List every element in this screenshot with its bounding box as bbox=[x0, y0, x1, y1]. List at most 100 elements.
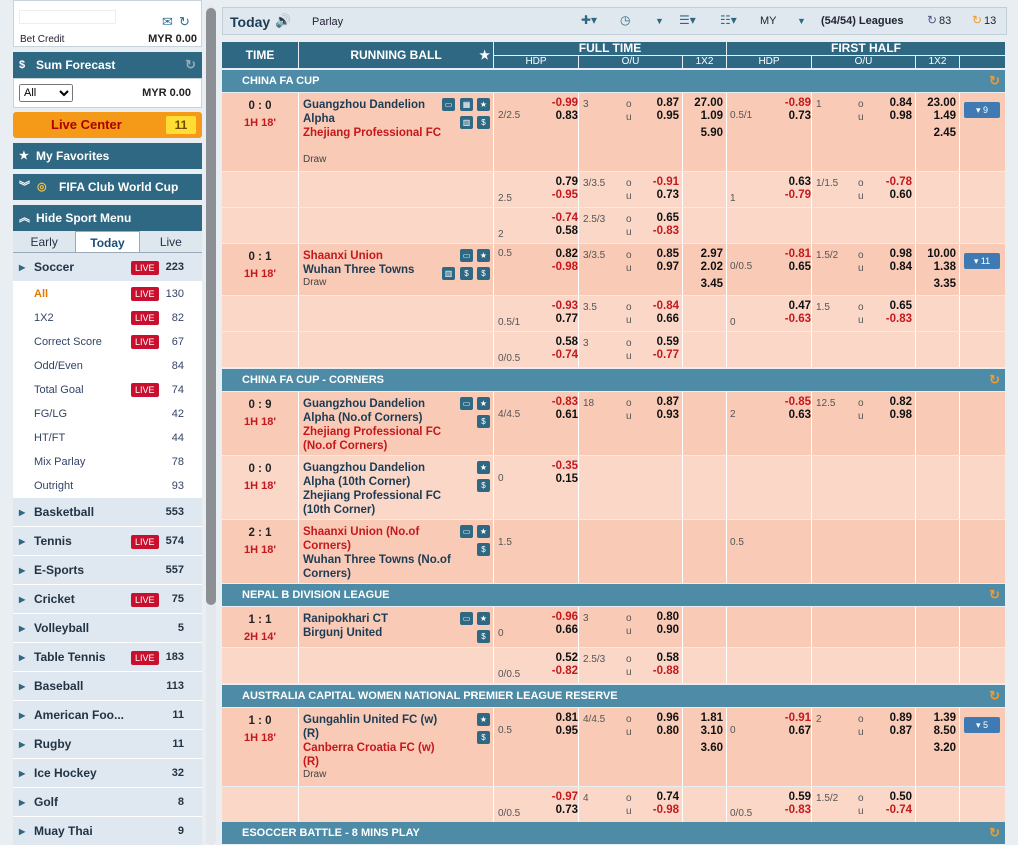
soccer-subitem[interactable]: Mix Parlay 78 bbox=[13, 450, 202, 474]
odds-value[interactable]: 0.90 bbox=[656, 624, 679, 636]
odds-value[interactable]: 0.58 bbox=[656, 652, 679, 664]
refresh-icon[interactable]: ↻ bbox=[989, 372, 1000, 387]
odds-value[interactable]: -0.84 bbox=[652, 300, 679, 312]
tab-today[interactable]: Today bbox=[75, 231, 140, 252]
sport-item[interactable]: ▶ Tennis LIVE 574 bbox=[13, 527, 202, 556]
league-header[interactable]: CHINA FA CUP - CORNERS ↻ bbox=[222, 369, 1005, 391]
league-header[interactable]: AUSTRALIA CAPITAL WOMEN NATIONAL PREMIER… bbox=[222, 685, 1005, 707]
live-refresh-icon[interactable]: ↻ bbox=[972, 13, 983, 27]
odds-value[interactable]: -0.91 bbox=[784, 712, 811, 724]
refresh-icon[interactable]: ↻ bbox=[927, 13, 938, 27]
odds-value[interactable]: -0.82 bbox=[551, 665, 578, 677]
odds-value[interactable]: -0.96 bbox=[551, 611, 578, 623]
odds-value[interactable]: -0.81 bbox=[784, 248, 811, 260]
odds-value[interactable]: -0.83 bbox=[885, 313, 912, 325]
odds-value[interactable]: -0.35 bbox=[551, 460, 578, 472]
odds-value[interactable]: 2.45 bbox=[933, 127, 956, 139]
odds-value[interactable]: 0.87 bbox=[889, 725, 912, 737]
odds-value[interactable]: 0.84 bbox=[889, 261, 912, 273]
sport-item-soccer[interactable]: ▶ Soccer LIVE 223 bbox=[13, 253, 202, 282]
hide-sport-menu-header[interactable]: ︽ Hide Sport Menu bbox=[13, 205, 202, 231]
scrollbar-thumb[interactable] bbox=[206, 8, 216, 605]
list-view-icon[interactable]: ☷▾ bbox=[720, 13, 737, 27]
more-bets-button[interactable]: ▾ 9 bbox=[964, 102, 1000, 118]
odds-value[interactable]: 2.97 bbox=[700, 248, 723, 260]
league-header[interactable]: CHINA FA CUP ↻ bbox=[222, 70, 1005, 92]
dollar-icon[interactable]: $ bbox=[477, 479, 490, 492]
dollar-icon[interactable]: $ bbox=[477, 630, 490, 643]
odds-value[interactable]: 1.81 bbox=[700, 712, 723, 724]
speaker-icon[interactable]: 🔊 bbox=[275, 13, 292, 28]
tv-icon[interactable]: ▭ bbox=[460, 612, 473, 625]
odds-value[interactable]: -0.97 bbox=[551, 791, 578, 803]
odds-value[interactable]: -0.88 bbox=[652, 665, 679, 677]
tv-icon[interactable]: ▭ bbox=[460, 249, 473, 262]
odds-value[interactable]: -0.83 bbox=[551, 396, 578, 408]
odds-value[interactable]: 0.15 bbox=[555, 473, 578, 485]
odds-value[interactable]: -0.74 bbox=[551, 212, 578, 224]
odds-value[interactable]: 0.66 bbox=[555, 624, 578, 636]
stats-icon[interactable]: ▥ bbox=[460, 116, 473, 129]
odds-type-select[interactable]: MY bbox=[760, 15, 777, 27]
sum-forecast-header[interactable]: $ Sum Forecast ↻ bbox=[13, 52, 202, 78]
star-icon[interactable]: ★ bbox=[477, 713, 490, 726]
odds-value[interactable]: 0.73 bbox=[656, 189, 679, 201]
star-icon[interactable]: ★ bbox=[477, 525, 490, 538]
tv-icon[interactable]: ▭ bbox=[460, 525, 473, 538]
odds-value[interactable]: 0.61 bbox=[555, 409, 578, 421]
odds-value[interactable]: 0.59 bbox=[788, 791, 811, 803]
odds-value[interactable]: 0.95 bbox=[555, 725, 578, 737]
odds-value[interactable]: 3.20 bbox=[933, 742, 956, 754]
soccer-subitem[interactable]: HT/FT 44 bbox=[13, 426, 202, 450]
odds-value[interactable]: 0.98 bbox=[889, 248, 912, 260]
odds-value[interactable]: 3.60 bbox=[700, 742, 723, 754]
odds-value[interactable]: 0.77 bbox=[555, 313, 578, 325]
star-icon[interactable]: ★ bbox=[477, 612, 490, 625]
odds-value[interactable]: 0.93 bbox=[656, 409, 679, 421]
dollar-icon[interactable]: $ bbox=[477, 267, 490, 280]
odds-value[interactable]: 0.98 bbox=[889, 409, 912, 421]
star-icon[interactable]: ★ bbox=[477, 461, 490, 474]
sport-item[interactable]: ▶ Table Tennis LIVE 183 bbox=[13, 643, 202, 672]
soccer-subitem[interactable]: All LIVE 130 bbox=[13, 282, 202, 306]
parlay-link[interactable]: Parlay bbox=[312, 16, 344, 28]
league-header[interactable]: ESOCCER BATTLE - 8 MINS PLAY ↻ bbox=[222, 822, 1005, 844]
odds-value[interactable]: 10.00 bbox=[927, 248, 956, 260]
add-icon[interactable]: ✚▾ bbox=[581, 13, 598, 27]
sport-item[interactable]: ▶ Volleyball 5 bbox=[13, 614, 202, 643]
odds-value[interactable]: 0.80 bbox=[656, 725, 679, 737]
odds-value[interactable]: 0.58 bbox=[555, 336, 578, 348]
sport-item[interactable]: ▶ Cricket LIVE 75 bbox=[13, 585, 202, 614]
sport-item[interactable]: ▶ Rugby 11 bbox=[13, 730, 202, 759]
chevron-down-icon[interactable]: ▼ bbox=[797, 16, 806, 26]
odds-value[interactable]: 1.09 bbox=[700, 110, 723, 122]
tab-live[interactable]: Live bbox=[159, 235, 182, 249]
soccer-subitem[interactable]: Correct Score LIVE 67 bbox=[13, 330, 202, 354]
odds-value[interactable]: -0.89 bbox=[784, 97, 811, 109]
odds-value[interactable]: 1.49 bbox=[933, 110, 956, 122]
odds-value[interactable]: 0.82 bbox=[889, 396, 912, 408]
odds-value[interactable]: 0.87 bbox=[656, 97, 679, 109]
sport-item[interactable]: ▶ Baseball 113 bbox=[13, 672, 202, 701]
odds-value[interactable]: -0.74 bbox=[551, 349, 578, 361]
tab-early[interactable]: Early bbox=[30, 235, 58, 249]
star-icon[interactable]: ★ bbox=[477, 98, 490, 111]
refresh-icon[interactable]: ↻ bbox=[185, 57, 196, 72]
odds-value[interactable]: 0.73 bbox=[555, 804, 578, 816]
star-icon[interactable]: ★ bbox=[479, 48, 490, 62]
odds-value[interactable]: -0.93 bbox=[551, 300, 578, 312]
odds-value[interactable]: 0.63 bbox=[788, 409, 811, 421]
odds-value[interactable]: -0.95 bbox=[551, 189, 578, 201]
soccer-subitem[interactable]: FG/LG 42 bbox=[13, 402, 202, 426]
odds-value[interactable]: -0.98 bbox=[652, 804, 679, 816]
odds-value[interactable]: 0.66 bbox=[656, 313, 679, 325]
odds-value[interactable]: 0.50 bbox=[889, 791, 912, 803]
forecast-filter-select[interactable]: All bbox=[19, 84, 73, 102]
odds-value[interactable]: 5.90 bbox=[700, 127, 723, 139]
leagues-filter[interactable]: (54/54) Leagues bbox=[821, 15, 904, 27]
sport-item[interactable]: ▶ Ice Hockey 32 bbox=[13, 759, 202, 788]
sport-item[interactable]: ▶ Golf 8 bbox=[13, 788, 202, 817]
refresh-icon[interactable]: ↻ bbox=[989, 688, 1000, 703]
sport-item[interactable]: ▶ Muay Thai 9 bbox=[13, 817, 202, 845]
odds-value[interactable]: 0.47 bbox=[788, 300, 811, 312]
